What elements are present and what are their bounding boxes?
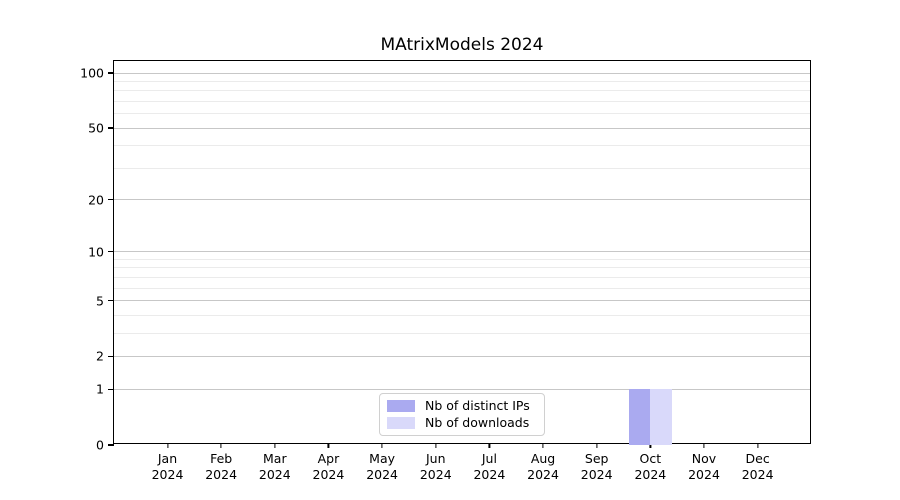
y-tick-2 (108, 355, 114, 358)
x-tick-dec-2024 (757, 443, 759, 448)
y-axis-ticks: 0 1 2 5 10 20 50 100 (80, 61, 810, 453)
y-tick-100 (108, 72, 114, 74)
gridline-minor-6 (114, 287, 810, 289)
gridline-minor-90 (114, 80, 810, 82)
y-tick-label-100: 100 (80, 65, 104, 81)
x-tick-label-may-2024: May 2024 (366, 451, 398, 482)
y-tick-label-0: 0 (96, 437, 104, 453)
x-tick-aug-2024 (542, 443, 544, 448)
y-tick-label-2: 2 (96, 348, 104, 364)
x-tick-feb-2024 (220, 443, 222, 448)
x-tick-label-apr-2024: Apr 2024 (312, 451, 345, 482)
y-tick-label-10: 10 (88, 244, 104, 260)
gridline-major-50 (114, 127, 810, 129)
gridline-major-2 (114, 355, 810, 357)
x-tick-label-jul-2024: Jul 2024 (473, 451, 506, 482)
x-tick-label-feb-2024: Feb 2024 (205, 451, 238, 482)
x-tick-label-nov-2024: Nov 2024 (688, 451, 720, 482)
y-tick-20 (108, 199, 114, 201)
gridline-minor-9 (114, 258, 810, 260)
gridline-major-10 (114, 251, 810, 253)
x-tick-may-2024 (381, 443, 383, 448)
bars-layer (114, 61, 810, 445)
gridline-minor-60 (114, 113, 810, 115)
x-tick-label-oct-2024: Oct 2024 (634, 451, 667, 482)
y-tick-50 (108, 127, 114, 129)
gridlines-layer (114, 61, 810, 443)
gridline-minor-3 (114, 332, 810, 334)
x-axis-ticks: Jan 2024 Feb 2024 Mar 2024 Apr 2024 May 2024… (114, 61, 810, 482)
y-tick-label-20: 20 (88, 192, 104, 208)
gridline-minor-4 (114, 314, 810, 316)
legend-label-downloads: Nb of downloads (425, 415, 530, 430)
y-tick-label-1: 1 (96, 381, 104, 397)
gridline-minor-70 (114, 100, 810, 102)
gridline-major-5 (114, 300, 810, 302)
x-tick-oct-2024 (649, 443, 651, 448)
x-tick-jul-2024 (488, 443, 490, 448)
y-tick-label-50: 50 (88, 120, 104, 136)
y-tick-5 (108, 299, 114, 302)
legend-item-distinct-ips: Nb of distinct IPs (387, 399, 544, 413)
legend-label-distinct-ips: Nb of distinct IPs (425, 398, 530, 413)
gridline-minor-7 (114, 276, 810, 278)
legend-swatch-downloads (387, 417, 415, 429)
gridline-major-100 (114, 72, 810, 74)
gridline-minor-40 (114, 145, 810, 147)
x-tick-mar-2024 (274, 443, 276, 448)
bar-nb-of-distinct-ips-oct-2024 (628, 389, 651, 445)
x-tick-label-sep-2024: Sep 2024 (580, 451, 613, 482)
x-tick-label-mar-2024: Mar 2024 (258, 451, 291, 482)
x-tick-sep-2024 (596, 443, 598, 448)
gridline-major-1 (114, 388, 810, 390)
gridline-minor-80 (114, 90, 810, 92)
legend-item-downloads: Nb of downloads (387, 416, 544, 430)
legend-swatch-distinct-ips (387, 400, 415, 412)
y-tick-10 (108, 251, 114, 253)
gridline-major-20 (114, 199, 810, 201)
bar-nb-of-downloads-oct-2024 (650, 389, 672, 445)
x-tick-jan-2024 (166, 443, 169, 448)
x-tick-label-jan-2024: Jan 2024 (151, 451, 184, 482)
x-tick-apr-2024 (327, 443, 330, 448)
x-tick-label-jun-2024: Jun 2024 (419, 451, 452, 482)
x-tick-jun-2024 (435, 443, 437, 448)
gridline-minor-8 (114, 267, 810, 269)
legend: Nb of distinct IPs Nb of downloads (379, 393, 545, 436)
x-tick-label-dec-2024: Dec 2024 (741, 451, 774, 482)
y-tick-label-5: 5 (96, 293, 104, 309)
plot-area: 0 1 2 5 10 20 50 100 Jan 2024 Feb 2024 Mar 2024 Ap… (80, 60, 811, 482)
y-tick-1 (108, 388, 114, 390)
gridline-minor-30 (114, 167, 810, 169)
y-tick-0 (108, 444, 114, 446)
x-tick-nov-2024 (703, 443, 705, 448)
chart-title: MAtrixModels 2024 (380, 35, 544, 55)
x-tick-label-aug-2024: Aug 2024 (527, 451, 559, 482)
